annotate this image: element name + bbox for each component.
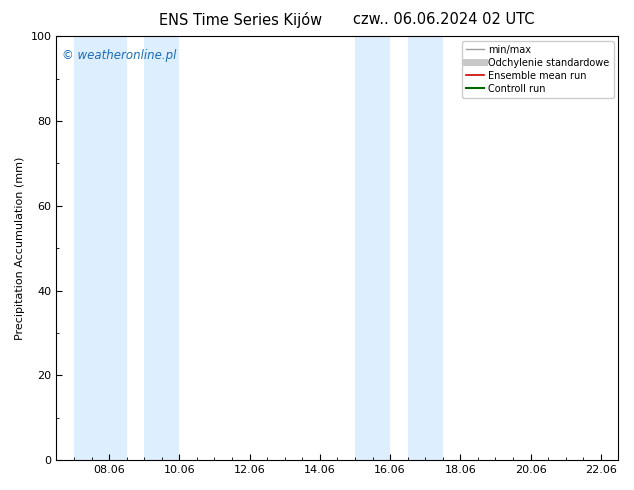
Bar: [144, 36, 179, 460]
Text: ENS Time Series Kijów: ENS Time Series Kijów: [159, 12, 323, 28]
Text: czw.. 06.06.2024 02 UTC: czw.. 06.06.2024 02 UTC: [353, 12, 534, 27]
Legend: min/max, Odchylenie standardowe, Ensemble mean run, Controll run: min/max, Odchylenie standardowe, Ensembl…: [462, 41, 614, 98]
Bar: [355, 36, 390, 460]
Bar: [408, 36, 443, 460]
Y-axis label: Precipitation Accumulation (mm): Precipitation Accumulation (mm): [15, 156, 25, 340]
Text: © weatheronline.pl: © weatheronline.pl: [62, 49, 176, 62]
Bar: [74, 36, 127, 460]
